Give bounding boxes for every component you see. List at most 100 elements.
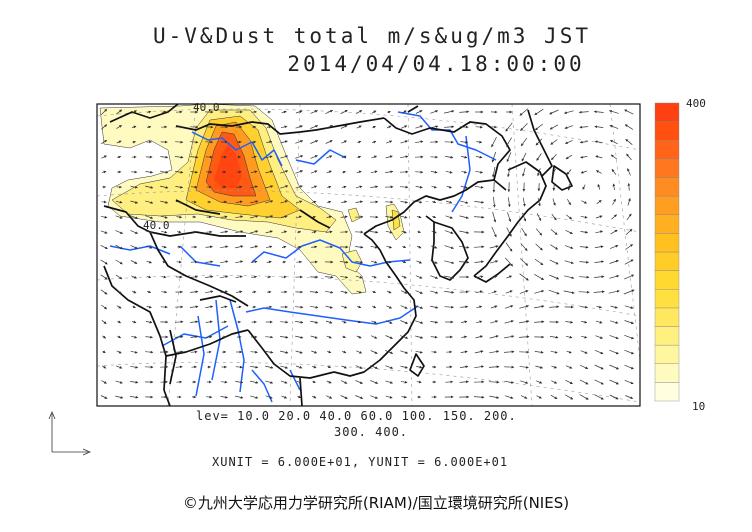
wind-arrow	[519, 320, 530, 324]
wind-arrow	[444, 110, 455, 114]
wind-arrow	[548, 289, 560, 295]
wind-arrow	[550, 139, 558, 145]
wind-arrow	[579, 140, 588, 144]
wind-arrow	[491, 226, 497, 238]
wind-arrow	[340, 290, 348, 294]
colorbar-swatch	[654, 214, 680, 234]
wind-arrow	[552, 183, 556, 191]
wind-arrow	[341, 365, 347, 369]
wind-arrow	[221, 320, 227, 324]
colorbar-swatch	[654, 270, 680, 290]
wind-arrow	[235, 245, 244, 249]
wind-arrow	[624, 379, 634, 385]
wind-arrow	[341, 350, 347, 354]
wind-arrow	[176, 215, 183, 219]
wind-arrow	[100, 259, 108, 265]
wind-arrow	[505, 122, 513, 132]
wind-arrow	[534, 350, 544, 354]
wind-arrow	[115, 395, 124, 399]
wind-arrow	[386, 305, 393, 309]
wind-arrow	[580, 350, 588, 354]
wind-arrow	[205, 275, 214, 279]
wind-arrow	[205, 290, 214, 294]
wind-arrow	[595, 230, 604, 234]
wind-arrow	[596, 200, 602, 205]
wind-arrow	[520, 243, 528, 252]
wind-arrow	[444, 230, 454, 234]
wind-vectors	[100, 108, 635, 400]
wind-arrow	[491, 290, 497, 294]
wind-arrow	[175, 335, 184, 339]
wind-arrow	[250, 170, 258, 174]
wind-arrow	[580, 155, 588, 159]
wind-arrow	[536, 213, 542, 222]
wind-arrow	[161, 230, 168, 234]
wind-arrow	[235, 230, 244, 234]
wind-arrow	[400, 305, 408, 309]
vector-units: XUNIT = 6.000E+01, YUNIT = 6.000E+01	[212, 455, 509, 469]
wind-arrow	[356, 290, 362, 294]
wind-arrow	[145, 230, 153, 234]
wind-arrow	[507, 167, 511, 178]
wind-arrow	[356, 170, 362, 174]
wind-arrow	[310, 140, 319, 144]
wind-arrow	[146, 260, 152, 264]
wind-arrow	[310, 320, 319, 324]
wind-arrow	[519, 365, 529, 369]
wind-arrow	[491, 151, 497, 163]
wind-arrow	[415, 170, 424, 174]
wind-arrow	[175, 170, 184, 174]
wind-arrow	[534, 123, 543, 131]
wind-arrow	[311, 245, 318, 249]
wind-arrow	[296, 215, 302, 219]
wind-arrow	[581, 335, 588, 339]
wind-arrow	[534, 289, 545, 294]
wind-arrow	[474, 185, 484, 189]
wind-arrow	[265, 215, 274, 219]
wind-arrow	[504, 395, 514, 399]
wind-arrow	[340, 109, 348, 115]
wind-arrow	[490, 260, 499, 264]
wind-arrow	[581, 320, 588, 324]
wind-arrow	[295, 305, 304, 309]
wind-arrow	[130, 365, 139, 369]
wind-arrow	[415, 350, 423, 354]
wind-arrow	[236, 290, 243, 294]
wind-arrow	[295, 125, 303, 129]
wind-arrow	[280, 200, 288, 204]
wind-arrow	[100, 124, 108, 130]
wind-arrow	[116, 290, 122, 294]
wind-arrow	[474, 275, 484, 279]
wind-arrow	[145, 350, 154, 354]
wind-arrow	[220, 305, 228, 309]
wind-arrow	[311, 350, 318, 354]
wind-arrow	[371, 155, 378, 159]
wind-arrow	[131, 125, 137, 129]
wind-arrow	[147, 290, 152, 294]
wind-arrow	[116, 125, 122, 129]
wind-arrow	[281, 275, 287, 279]
wind-arrow	[444, 125, 455, 129]
wind-arrow	[115, 215, 123, 219]
wind-arrow	[147, 110, 152, 114]
wind-arrow	[488, 380, 500, 384]
wind-arrow	[610, 229, 618, 235]
wind-arrow	[594, 140, 603, 144]
wind-arrow	[205, 320, 213, 324]
wind-arrow	[371, 320, 377, 324]
wind-arrow	[160, 215, 168, 219]
wind-arrow	[385, 170, 394, 174]
wind-arrow	[430, 335, 438, 339]
wind-arrow	[341, 155, 347, 159]
wind-arrow	[460, 200, 469, 204]
wind-arrow	[579, 125, 589, 129]
wind-arrow	[567, 183, 571, 191]
wind-arrow	[430, 275, 439, 279]
wind-arrow	[504, 320, 514, 324]
wind-arrow	[295, 320, 304, 324]
wind-arrow	[145, 335, 153, 339]
wind-arrow	[444, 305, 454, 309]
wind-arrow	[385, 230, 393, 234]
wind-arrow	[385, 155, 393, 159]
wind-arrow	[131, 290, 137, 294]
